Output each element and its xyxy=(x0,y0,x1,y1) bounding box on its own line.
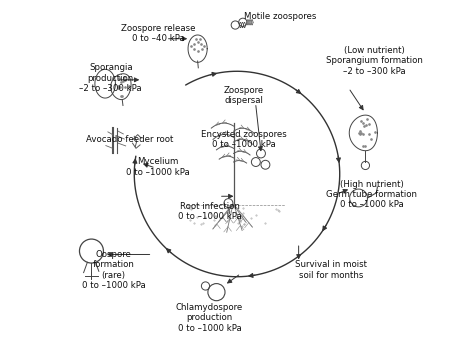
Text: Oospore
formation
(rare)
0 to –1000 kPa: Oospore formation (rare) 0 to –1000 kPa xyxy=(82,250,146,290)
Text: (High nutrient)
Germ tube formation
0 to –1000 kPa: (High nutrient) Germ tube formation 0 to… xyxy=(326,180,417,209)
Polygon shape xyxy=(111,74,131,100)
Text: Zoospore release
0 to –40 kPa: Zoospore release 0 to –40 kPa xyxy=(121,24,195,43)
Text: Root infection
0 to –1000 kPa: Root infection 0 to –1000 kPa xyxy=(178,202,241,221)
Polygon shape xyxy=(188,35,207,62)
Text: Encysted zoospores
0 to –1000 kPa: Encysted zoospores 0 to –1000 kPa xyxy=(201,130,287,149)
Text: Zoospore
dispersal: Zoospore dispersal xyxy=(224,86,264,105)
Polygon shape xyxy=(349,115,377,151)
Polygon shape xyxy=(95,69,116,98)
Text: (Low nutrient)
Sporangium formation
–2 to –300 kPa: (Low nutrient) Sporangium formation –2 t… xyxy=(326,46,423,76)
Text: Motile zoospores: Motile zoospores xyxy=(244,12,316,21)
Text: Avocado feeder root: Avocado feeder root xyxy=(86,135,173,144)
Text: Mycelium
0 to –1000 kPa: Mycelium 0 to –1000 kPa xyxy=(127,157,190,177)
Text: Survival in moist
soil for months: Survival in moist soil for months xyxy=(295,260,367,279)
Text: Sporangia
production
–2 to –300 kPa: Sporangia production –2 to –300 kPa xyxy=(80,63,142,93)
Text: Chlamydospore
production
0 to –1000 kPa: Chlamydospore production 0 to –1000 kPa xyxy=(176,303,243,333)
